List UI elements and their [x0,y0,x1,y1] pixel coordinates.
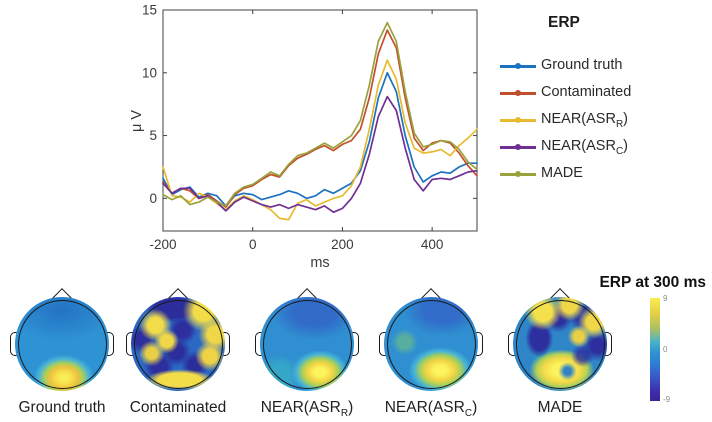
colorbar-min-label: -9 [663,395,671,404]
line-sample-icon [500,90,536,97]
topomap-contaminated [126,288,230,391]
line-sample-icon [500,144,536,151]
legend-item-made: MADE [500,161,705,188]
legend-item-label: Ground truth [541,57,623,74]
line-sample-icon [500,63,536,70]
head-outline [515,299,605,389]
line-sample-icon [500,117,536,124]
colorbar-title: ERP at 300 ms [599,274,706,291]
caption-ground-truth: Ground truth [18,399,106,416]
svg-text:200: 200 [331,237,354,252]
legend-item-contaminated: Contaminated [500,80,705,107]
left-ear-icon [508,332,516,356]
left-ear-icon [126,332,134,356]
legend-item-label: Contaminated [541,84,632,101]
caption-near-asr-c: NEAR(ASRC) [384,399,478,420]
marker-dot-icon [515,171,521,178]
left-ear-icon [379,332,387,356]
topomap-near-asr-r [255,288,359,391]
topomap-near-asr-c [379,288,483,391]
right-ear-icon [222,332,230,356]
y-axis-label: μ V [130,110,145,132]
colorbar-max-label: 9 [663,294,668,303]
caption-contaminated: Contaminated [129,399,227,416]
head-outline [17,299,107,389]
legend-title: ERP [548,14,580,31]
caption-near-asr-r: NEAR(ASRR) [260,399,354,420]
svg-text:0: 0 [249,237,257,252]
svg-text:15: 15 [142,3,157,18]
marker-dot-icon [515,117,521,124]
svg-text:5: 5 [149,128,157,143]
caption-made: MADE [537,399,583,416]
head-outline [133,299,223,389]
left-ear-icon [10,332,18,356]
x-axis-label: ms [310,255,329,271]
svg-text:0: 0 [149,191,157,206]
erp-plot-svg: -200 0 200 400 0 5 10 15 ms μ V [130,3,478,271]
right-ear-icon [475,332,483,356]
legend-item-label: NEAR(ASRR) [541,111,629,130]
colorbar-mid-label: 0 [663,345,668,354]
marker-dot-icon [515,90,521,97]
head-outline [262,299,352,389]
marker-dot-icon [515,144,521,151]
right-ear-icon [351,332,359,356]
head-outline [386,299,476,389]
right-ear-icon [106,332,114,356]
line-sample-icon [500,171,536,178]
left-ear-icon [255,332,263,356]
legend-item-ground-truth: Ground truth [500,53,705,80]
legend-item-near-asr-r: NEAR(ASRR) [500,107,705,134]
legend: ERP Ground truth Contaminated NEAR(ASRR)… [500,14,705,188]
topomap-made [508,288,612,391]
legend-items: Ground truth Contaminated NEAR(ASRR) NEA… [500,53,705,188]
legend-item-label: MADE [541,165,583,182]
legend-item-label: NEAR(ASRC) [541,138,629,157]
erp-line-chart: -200 0 200 400 0 5 10 15 ms μ V [130,0,500,275]
marker-dot-icon [515,63,521,70]
colorbar [650,298,660,401]
svg-text:-200: -200 [149,237,176,252]
right-ear-icon [604,332,612,356]
topomap-ground-truth [10,288,114,391]
svg-text:10: 10 [142,65,157,80]
legend-item-near-asr-c: NEAR(ASRC) [500,134,705,161]
svg-text:400: 400 [421,237,444,252]
